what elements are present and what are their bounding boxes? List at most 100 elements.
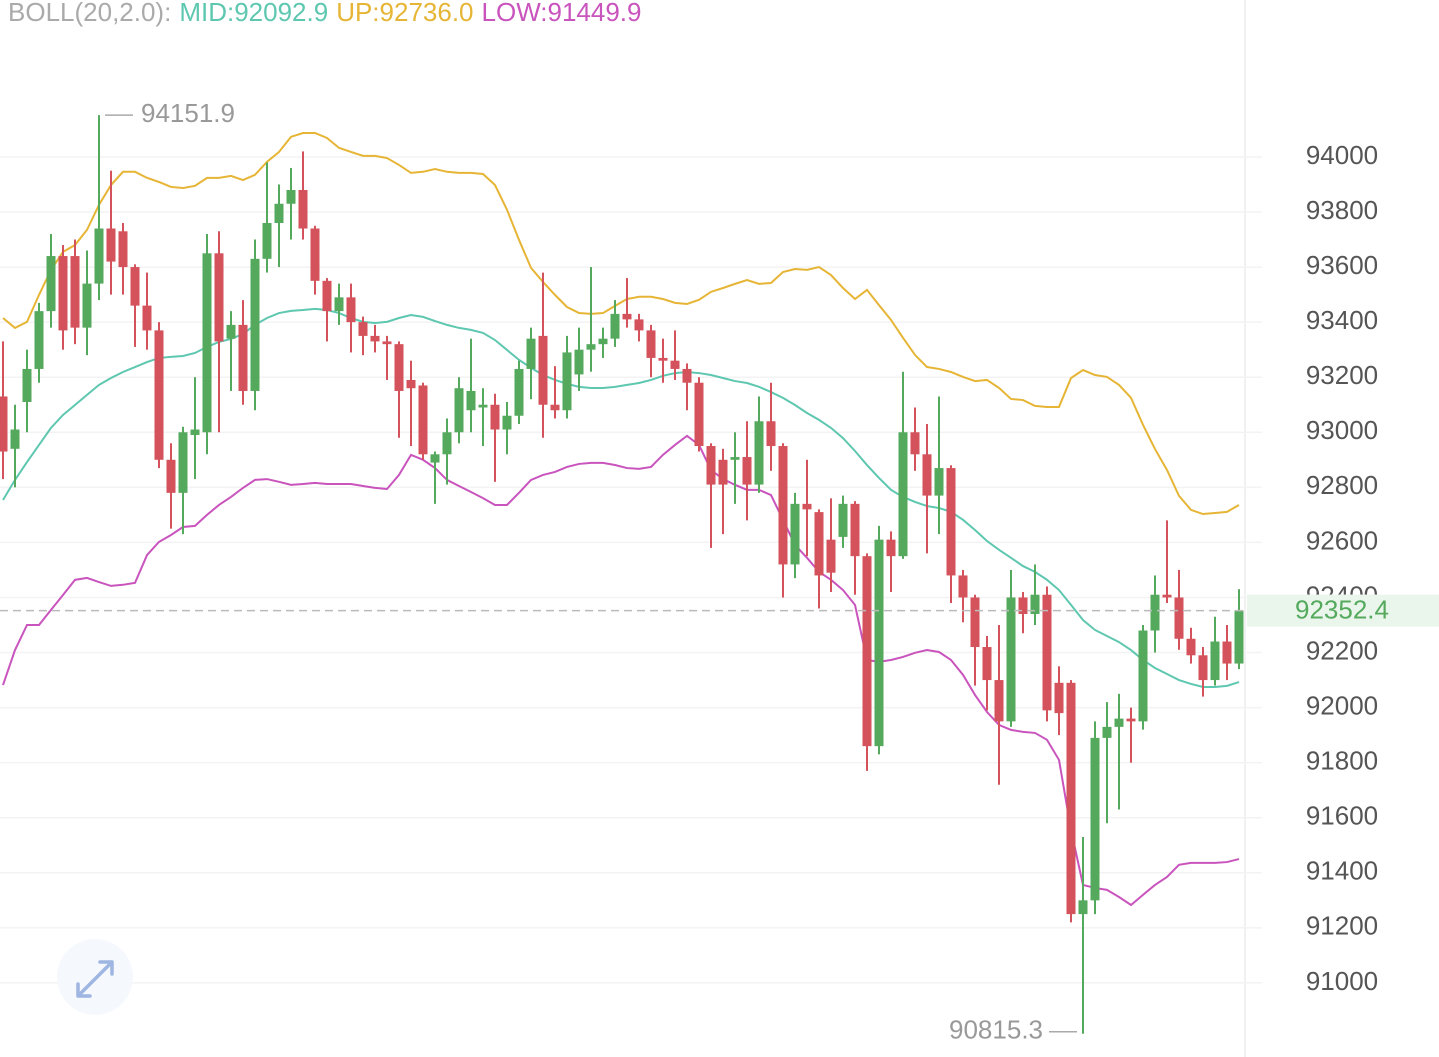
candle-body — [514, 368, 524, 416]
candle-body — [1042, 594, 1052, 711]
y-tick-label: 91400 — [1306, 856, 1378, 886]
candle-body — [118, 231, 128, 268]
candle-body — [142, 305, 152, 331]
candle-body — [682, 368, 692, 383]
candle-body — [346, 297, 356, 323]
candle-body — [1210, 641, 1220, 681]
candle-body — [646, 330, 656, 358]
candle-body — [898, 432, 908, 557]
candle-body — [658, 357, 668, 361]
candle-body — [394, 344, 404, 391]
candle-body — [562, 352, 572, 411]
legend-name: LOW: — [482, 0, 548, 27]
candle-body — [550, 404, 560, 411]
candle-body — [418, 385, 428, 455]
candle-body — [610, 313, 620, 339]
candle-body — [454, 388, 464, 433]
legend-value: 91449.9 — [548, 0, 642, 27]
band-line — [2, 131, 1240, 516]
candle-body — [694, 382, 704, 447]
candle-body — [22, 368, 32, 402]
bands — [2, 131, 1240, 907]
candle-body — [190, 429, 200, 436]
candle-body — [1138, 630, 1148, 722]
candle-body — [850, 503, 860, 557]
candle-body — [286, 189, 296, 204]
candle-body — [922, 454, 932, 496]
candle-body — [1174, 597, 1184, 639]
legend-name: UP: — [336, 0, 379, 27]
y-tick-label: 93800 — [1306, 195, 1378, 225]
candle-body — [466, 390, 476, 411]
candle-body — [790, 503, 800, 565]
candle-body — [958, 575, 968, 598]
legend-value: 92092.9 — [234, 0, 328, 27]
candle-body — [130, 267, 140, 306]
y-tick-label: 92600 — [1306, 525, 1378, 555]
candle-body — [778, 446, 788, 565]
candle-body — [34, 311, 44, 369]
candle-body — [526, 338, 536, 369]
candle-body — [214, 253, 224, 342]
legend-indicator: BOLL(20,2.0): — [8, 0, 171, 27]
candle-body — [886, 539, 896, 557]
legend-value: 92736.0 — [380, 0, 474, 27]
candle-body — [1114, 718, 1124, 727]
candle-body — [490, 404, 500, 430]
candle-body — [238, 324, 248, 391]
candle-body — [334, 297, 344, 312]
candle-body — [1222, 641, 1232, 664]
candle-body — [766, 421, 776, 447]
candle-body — [1006, 597, 1016, 722]
candle-body — [586, 344, 596, 350]
expand-button[interactable] — [57, 939, 133, 1015]
candle-body — [910, 432, 920, 455]
candle-body — [202, 253, 212, 433]
candle-body — [970, 597, 980, 648]
candle-body — [442, 432, 452, 455]
band-line — [2, 307, 1240, 688]
candle-body — [838, 503, 848, 537]
y-tick-label: 91200 — [1306, 911, 1378, 941]
candle-body — [226, 324, 236, 339]
candle-body — [1018, 597, 1028, 614]
y-tick-label: 93400 — [1306, 305, 1378, 335]
candle-body — [934, 468, 944, 496]
candle-body — [670, 360, 680, 369]
candle-body — [874, 539, 884, 747]
candle-body — [1186, 638, 1196, 656]
candle-body — [154, 330, 164, 460]
y-tick-label: 94000 — [1306, 140, 1378, 170]
y-tick-label: 93200 — [1306, 360, 1378, 390]
candle-body — [274, 203, 284, 224]
candle-body — [754, 421, 764, 485]
candle-body — [598, 338, 608, 345]
grid — [0, 156, 1262, 984]
price-tag — [1247, 594, 1439, 627]
y-tick-label: 93000 — [1306, 415, 1378, 445]
candle-body — [310, 228, 320, 281]
max-label: 94151.9 — [141, 98, 235, 128]
y-tick-label: 91000 — [1306, 966, 1378, 996]
candle-body — [1030, 594, 1040, 614]
candle-body — [262, 223, 272, 259]
expand-icon — [76, 960, 114, 998]
candle-body — [358, 322, 368, 336]
candle-body — [730, 457, 740, 460]
candle-body — [706, 446, 716, 485]
candle-body — [166, 459, 176, 493]
candle-body — [1054, 682, 1064, 714]
candle-body — [46, 256, 56, 312]
band-line — [2, 434, 1240, 907]
candle-body — [1150, 594, 1160, 631]
candle-body — [430, 454, 440, 463]
candles — [0, 115, 1244, 1034]
legend-name: MID: — [179, 0, 234, 27]
candle-body — [826, 539, 836, 573]
candle-body — [862, 556, 872, 747]
candle-body — [1126, 718, 1136, 722]
candle-body — [106, 228, 116, 262]
candle-body — [538, 335, 548, 405]
